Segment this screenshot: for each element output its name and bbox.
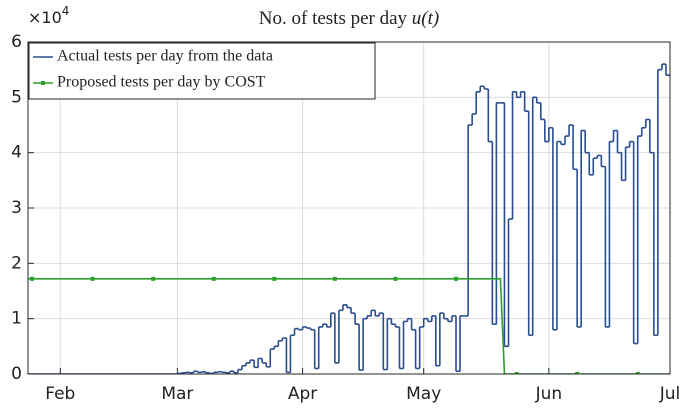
marker: [30, 276, 35, 281]
title-math: u(t): [412, 8, 439, 29]
y-tick-label: 3: [11, 198, 22, 218]
y-scale-exponent: 4: [62, 4, 70, 18]
marker: [332, 276, 337, 281]
x-tick-label: Jul: [659, 384, 681, 404]
y-tick-label: 0: [11, 364, 22, 384]
marker: [575, 372, 580, 374]
x-tick-label: May: [406, 384, 441, 404]
marker: [151, 276, 156, 281]
legend-marker: [41, 81, 45, 85]
title-text: No. of tests per day: [259, 8, 408, 29]
y-tick-label: 1: [11, 309, 22, 329]
plot-lines: [28, 63, 670, 374]
marker: [272, 276, 277, 281]
y-tick-label: 4: [11, 143, 22, 163]
y-scale-label: ×104: [28, 4, 69, 27]
y-tick-label: 6: [11, 32, 22, 52]
line: [28, 278, 670, 374]
x-tick-label: Jun: [535, 384, 563, 404]
y-tick-label: 5: [11, 87, 22, 107]
chart-title: No. of tests per day u(t): [259, 8, 439, 29]
marker: [393, 276, 398, 281]
x-tick-label: Feb: [45, 384, 75, 404]
step-risers: [176, 64, 667, 374]
y-tick-label: 2: [11, 253, 22, 273]
x-tick-label: Mar: [161, 384, 193, 404]
x-tick-label: Apr: [288, 384, 317, 404]
marker: [514, 372, 519, 374]
marker: [211, 276, 216, 281]
marker: [454, 276, 458, 281]
axes-box: [27, 41, 671, 375]
y-scale-base: ×10: [28, 8, 62, 27]
legend-label: Proposed tests per day by COST: [57, 74, 266, 91]
legend-box: [28, 42, 376, 100]
marker: [635, 372, 640, 374]
legend-label: Actual tests per day from the data: [57, 48, 273, 65]
marker: [90, 276, 95, 281]
